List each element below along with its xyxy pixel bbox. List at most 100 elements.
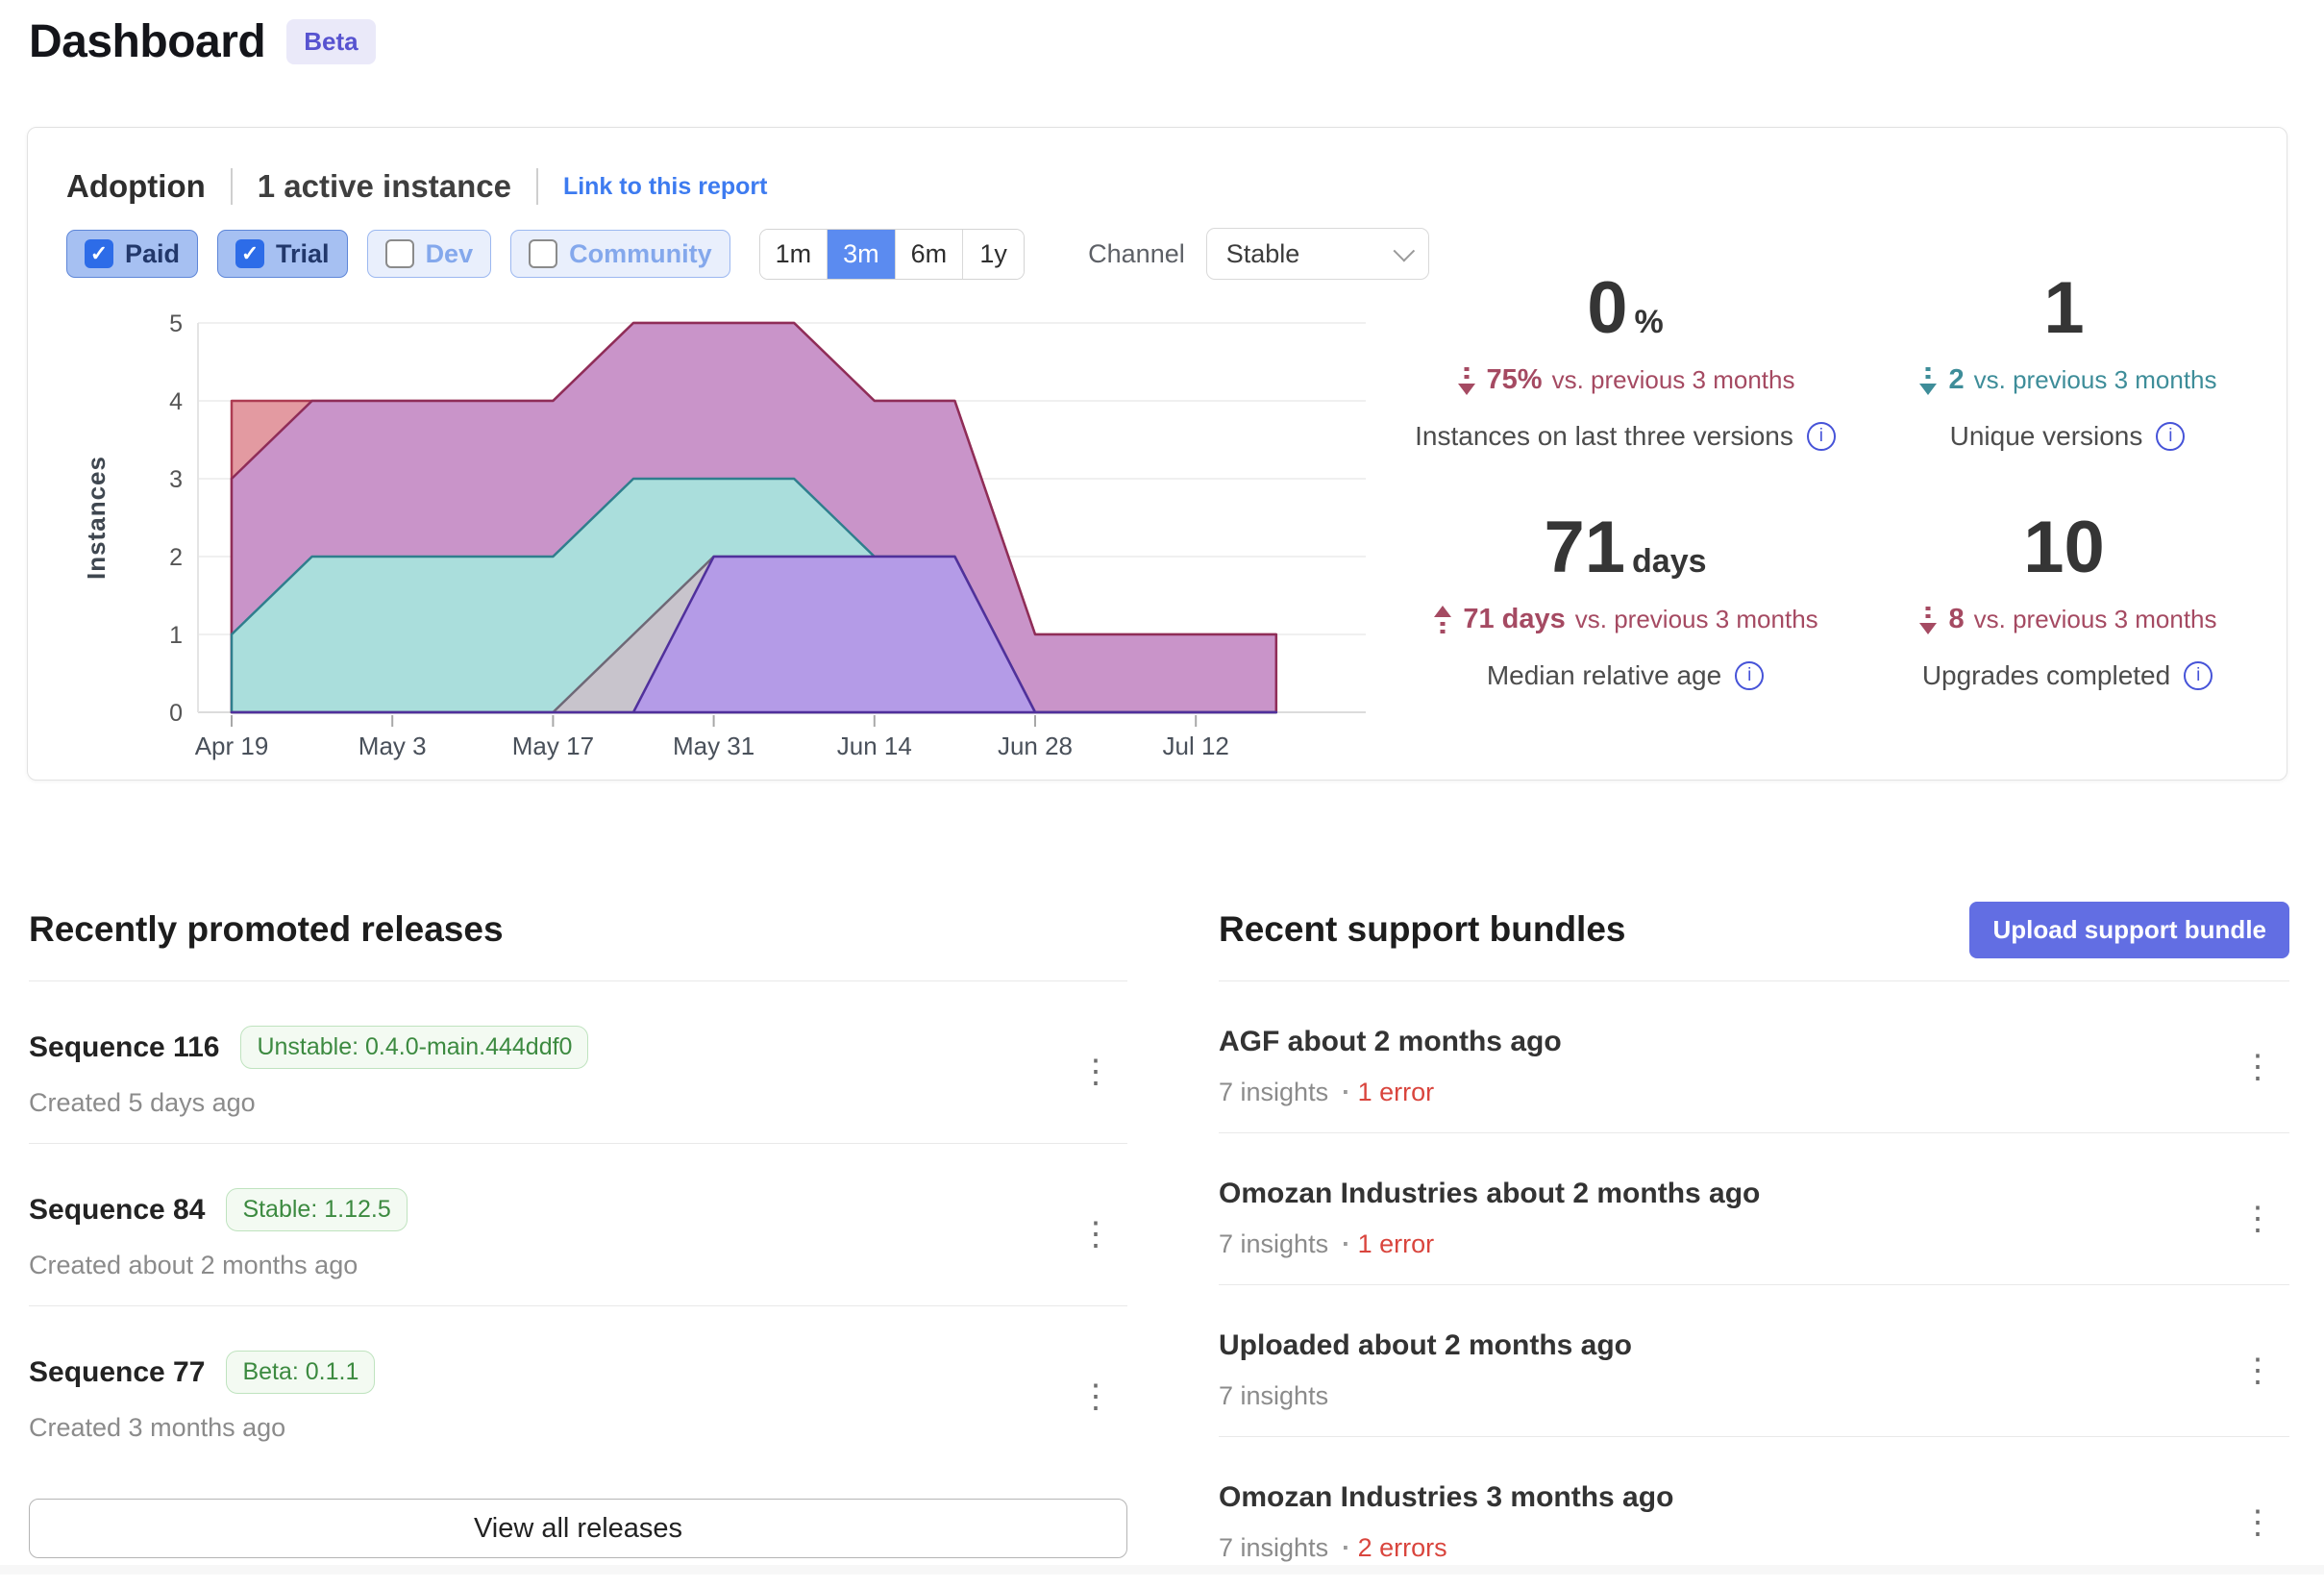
delta-value: 71 days bbox=[1463, 604, 1566, 634]
svg-text:4: 4 bbox=[169, 388, 183, 415]
release-created: Created 3 months ago bbox=[29, 1413, 286, 1442]
range-button-6m[interactable]: 6m bbox=[894, 229, 963, 279]
stat-caption: Median relative age bbox=[1486, 660, 1722, 690]
kebab-menu-icon[interactable]: ⋮ bbox=[1066, 1055, 1127, 1088]
kebab-menu-icon[interactable]: ⋮ bbox=[2228, 1354, 2289, 1387]
stat-caption: Upgrades completed bbox=[1921, 660, 2171, 690]
release-version-badge: Beta: 0.1.1 bbox=[226, 1351, 376, 1394]
info-icon[interactable]: i bbox=[2156, 422, 2186, 451]
bundle-title[interactable]: Omozan Industries 3 months ago bbox=[1219, 1481, 1674, 1513]
checkbox-checked-icon: ✓ bbox=[85, 239, 113, 268]
bundle-row: AGF about 2 months ago 7 insights · 1 er… bbox=[1219, 981, 2289, 1132]
stat-value: 0 bbox=[1587, 267, 1628, 349]
bundle-title[interactable]: Omozan Industries about 2 months ago bbox=[1219, 1178, 1761, 1209]
kebab-menu-icon[interactable]: ⋮ bbox=[1066, 1218, 1127, 1251]
stat-caption: Instances on last three versions bbox=[1415, 421, 1793, 451]
checkbox-unchecked-icon bbox=[384, 239, 414, 268]
release-created: Created about 2 months ago bbox=[29, 1251, 358, 1279]
delta-value: 2 bbox=[1948, 364, 1965, 395]
range-button-1y[interactable]: 1y bbox=[962, 229, 1025, 279]
stat-unit: days bbox=[1632, 543, 1707, 580]
bundle-insights: 7 insights bbox=[1219, 1229, 1329, 1258]
release-row: Sequence 77 Beta: 0.1.1 Created 3 months… bbox=[29, 1305, 1127, 1468]
delta-value: 75% bbox=[1486, 364, 1543, 395]
release-title: Sequence 84 bbox=[29, 1193, 206, 1226]
channel-selected-value: Stable bbox=[1225, 238, 1300, 268]
bundle-errors: 2 errors bbox=[1357, 1533, 1447, 1562]
adoption-filters: ✓ Paid ✓ Trial Dev Community 1m 3m 6m 1y… bbox=[66, 228, 1429, 280]
info-icon[interactable]: i bbox=[1735, 661, 1765, 690]
svg-text:0: 0 bbox=[169, 700, 183, 727]
checkbox-checked-icon: ✓ bbox=[235, 239, 265, 268]
svg-text:May 17: May 17 bbox=[512, 732, 594, 760]
adoption-card-header: Adoption 1 active instance Link to this … bbox=[66, 168, 767, 205]
info-icon[interactable]: i bbox=[1806, 422, 1836, 451]
trend-arrow-icon bbox=[1919, 366, 1938, 395]
link-to-report[interactable]: Link to this report bbox=[562, 172, 768, 200]
stat-unit: % bbox=[1634, 304, 1664, 340]
page-bottom-strip bbox=[0, 1565, 2324, 1575]
svg-text:3: 3 bbox=[169, 466, 183, 493]
release-row: Sequence 116 Unstable: 0.4.0-main.444ddf… bbox=[29, 981, 1127, 1143]
stat-value: 10 bbox=[2023, 507, 2105, 588]
dot-separator: · bbox=[1342, 1229, 1351, 1258]
delta-caption: vs. previous 3 months bbox=[1973, 365, 2217, 394]
page-header: Dashboard Beta bbox=[29, 15, 376, 68]
stat-unique-versions: 1 2 vs. previous 3 months Unique version… bbox=[1846, 272, 2288, 452]
kebab-menu-icon[interactable]: ⋮ bbox=[2228, 1506, 2289, 1539]
stat-value: 1 bbox=[2043, 267, 2085, 349]
delta-value: 8 bbox=[1948, 604, 1965, 634]
release-title: Sequence 116 bbox=[29, 1030, 220, 1063]
delta-caption: vs. previous 3 months bbox=[1973, 605, 2217, 633]
filter-checkbox-trial[interactable]: ✓ Trial bbox=[217, 230, 348, 278]
filter-label: Dev bbox=[425, 238, 474, 268]
support-bundles-section: Recent support bundles Upload support bu… bbox=[1219, 901, 2289, 1588]
releases-list: Sequence 116 Unstable: 0.4.0-main.444ddf… bbox=[29, 980, 1127, 1468]
release-row: Sequence 84 Stable: 1.12.5 Created about… bbox=[29, 1143, 1127, 1305]
stat-median-relative-age: 71 days 71 days vs. previous 3 months Me… bbox=[1404, 511, 1846, 691]
bundle-title[interactable]: AGF about 2 months ago bbox=[1219, 1026, 1562, 1057]
filter-checkbox-paid[interactable]: ✓ Paid bbox=[66, 230, 199, 278]
stat-instances-last-three-versions: 0 % 75% vs. previous 3 months Instances … bbox=[1404, 272, 1846, 452]
bundle-insights: 7 insights bbox=[1219, 1078, 1329, 1106]
bundle-title[interactable]: Uploaded about 2 months ago bbox=[1219, 1329, 1633, 1361]
range-button-1m[interactable]: 1m bbox=[759, 229, 828, 279]
beta-badge: Beta bbox=[286, 19, 376, 64]
channel-label: Channel bbox=[1088, 238, 1185, 268]
filter-checkbox-dev[interactable]: Dev bbox=[366, 230, 492, 278]
bundle-insights: 7 insights bbox=[1219, 1381, 1329, 1410]
filter-label: Trial bbox=[276, 238, 330, 268]
kebab-menu-icon[interactable]: ⋮ bbox=[1066, 1380, 1127, 1413]
info-icon[interactable]: i bbox=[2184, 661, 2213, 690]
range-button-3m[interactable]: 3m bbox=[827, 229, 895, 279]
bundle-row: Omozan Industries 3 months ago 7 insight… bbox=[1219, 1436, 2289, 1588]
support-bundles-list: AGF about 2 months ago 7 insights · 1 er… bbox=[1219, 980, 2289, 1588]
adoption-stats: 0 % 75% vs. previous 3 months Instances … bbox=[1404, 272, 2288, 691]
adoption-title: Adoption bbox=[66, 168, 206, 204]
bundle-errors: 1 error bbox=[1357, 1078, 1435, 1106]
svg-text:May 31: May 31 bbox=[673, 732, 754, 760]
time-range-segmented-control: 1m 3m 6m 1y bbox=[758, 228, 1026, 280]
bundle-insights: 7 insights bbox=[1219, 1533, 1329, 1562]
checkbox-unchecked-icon bbox=[529, 239, 558, 268]
releases-heading: Recently promoted releases bbox=[29, 909, 504, 949]
channel-select[interactable]: Stable bbox=[1205, 228, 1429, 280]
upload-support-bundle-button[interactable]: Upload support bundle bbox=[1969, 901, 2289, 958]
bundle-errors: 1 error bbox=[1357, 1229, 1435, 1258]
delta-caption: vs. previous 3 months bbox=[1574, 605, 1818, 633]
svg-text:May 3: May 3 bbox=[358, 732, 427, 760]
filter-label: Paid bbox=[125, 238, 181, 268]
kebab-menu-icon[interactable]: ⋮ bbox=[2228, 1203, 2289, 1235]
kebab-menu-icon[interactable]: ⋮ bbox=[2228, 1051, 2289, 1083]
bundle-row: Uploaded about 2 months ago 7 insights ·… bbox=[1219, 1284, 2289, 1436]
svg-text:2: 2 bbox=[169, 544, 183, 571]
view-all-releases-button[interactable]: View all releases bbox=[29, 1499, 1127, 1558]
filter-checkbox-community[interactable]: Community bbox=[510, 230, 730, 278]
stat-value: 71 bbox=[1544, 507, 1626, 588]
adoption-area-chart: 0 1 2 3 4 5 Apr 19 May 3 May 17 May 31 Jun 14 Jun 2… bbox=[82, 310, 1366, 760]
dot-separator: · bbox=[1342, 1078, 1351, 1106]
stat-caption: Unique versions bbox=[1949, 421, 2143, 451]
adoption-card: Adoption 1 active instance Link to this … bbox=[27, 127, 2287, 781]
svg-text:1: 1 bbox=[169, 622, 183, 649]
